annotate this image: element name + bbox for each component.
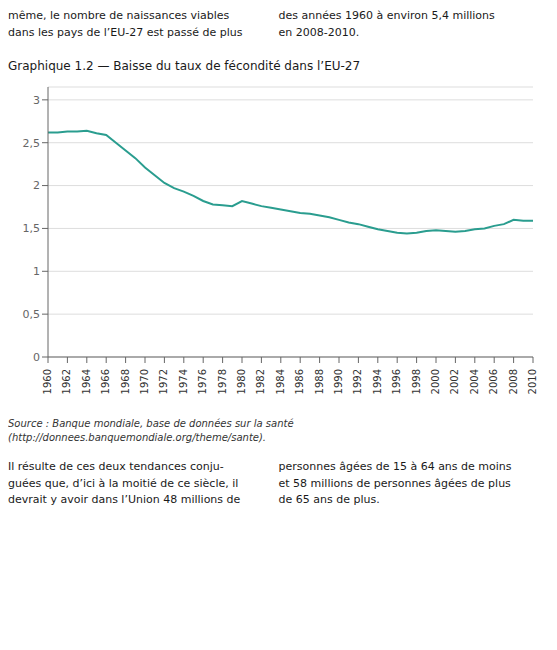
svg-text:2010: 2010 [527,369,538,394]
svg-text:1962: 1962 [61,369,72,394]
svg-text:1994: 1994 [372,369,383,394]
svg-text:1964: 1964 [81,369,92,394]
html-text:Graphique 1.2 — Baisse du taux: Graphique 1.2 — Baisse du taux de fécond… [8,59,361,73]
svg-text:1996: 1996 [391,369,402,394]
svg-text:1: 1 [33,265,40,278]
html-text:même, le nombre de naissances: même, le nombre de naissances viables [8,9,230,22]
svg-text:3: 3 [33,94,40,107]
svg-text:2004: 2004 [469,369,480,394]
svg-text:2002: 2002 [449,369,460,394]
svg-text:1972: 1972 [158,369,169,394]
svg-text:1966: 1966 [100,369,111,394]
svg-text:1982: 1982 [255,369,266,394]
html-text:des années 1960 à environ 5,4: des années 1960 à environ 5,4 millions [278,9,495,22]
svg-text:2: 2 [33,179,40,192]
svg-text:0: 0 [33,351,40,364]
html-text:Source : Banque mondiale, base: Source : Banque mondiale, base de donnée… [8,418,294,443]
svg-text:1978: 1978 [217,369,228,394]
svg-text:2,5: 2,5 [23,137,41,150]
svg-text:0,5: 0,5 [23,308,41,321]
svg-text:1960: 1960 [42,369,53,394]
svg-text:1998: 1998 [411,369,422,394]
svg-text:1990: 1990 [333,369,344,394]
svg-text:1984: 1984 [275,369,286,394]
html-text:dans les pays de l’EU-27 est p: dans les pays de l’EU-27 est passé de pl… [8,25,243,39]
svg-text:1,5: 1,5 [23,222,41,235]
svg-text:1992: 1992 [352,369,363,394]
svg-text:2008: 2008 [508,369,519,394]
svg-text:1976: 1976 [197,369,208,394]
html-text:en 2008-2010.: en 2008-2010. [278,25,360,39]
svg-text:1974: 1974 [178,369,189,394]
svg-text:1970: 1970 [139,369,150,394]
svg-text:1986: 1986 [294,369,305,394]
html-text:Il résulte de ces deux tendanc: Il résulte de ces deux tendances conju- … [8,460,241,506]
svg-text:2000: 2000 [430,369,441,394]
svg-text:1980: 1980 [236,369,247,394]
svg-text:1988: 1988 [314,369,325,394]
html-text:personnes âgées de 15 à 64 ans: personnes âgées de 15 à 64 ans de moins … [278,460,512,506]
svg-text:2006: 2006 [488,369,499,394]
svg-text:1968: 1968 [120,369,131,394]
